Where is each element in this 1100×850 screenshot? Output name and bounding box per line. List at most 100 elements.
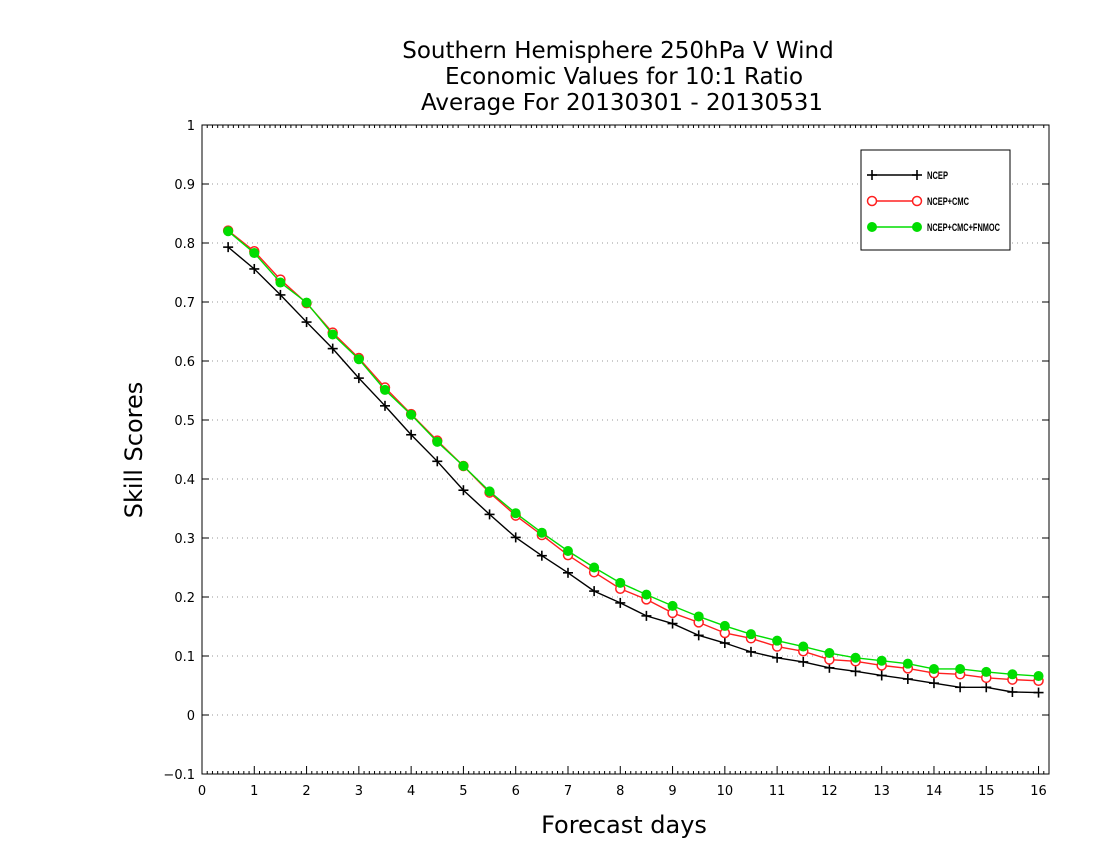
data-point — [327, 329, 338, 340]
x-tick-label: 6 — [512, 784, 520, 799]
legend-entry: NCEP — [867, 170, 948, 182]
plot-frame — [201, 124, 1050, 775]
x-axis-label: Forecast days — [541, 811, 707, 839]
legend-marker — [912, 222, 922, 232]
data-point — [1033, 671, 1044, 682]
data-point — [745, 629, 756, 640]
data-point — [667, 618, 678, 629]
data-point — [798, 656, 809, 667]
data-point — [406, 429, 417, 440]
title-line-1: Southern Hemisphere 250hPa V Wind — [402, 38, 833, 64]
data-point — [510, 508, 521, 519]
y-axis-label: Skill Scores — [120, 382, 148, 519]
y-tick-label: 1 — [187, 119, 195, 134]
data-point — [484, 486, 495, 497]
legend-entry: NCEP+CMC+FNMOC — [867, 222, 1000, 234]
data-point — [693, 630, 704, 641]
data-point — [641, 610, 652, 621]
series-ncep-cmc-fnmoc — [223, 226, 1044, 682]
data-point — [955, 663, 966, 674]
y-tick-label: 0.2 — [174, 591, 195, 606]
data-point — [353, 354, 364, 365]
data-point — [824, 648, 835, 659]
legend-marker — [867, 222, 877, 232]
data-point — [249, 248, 260, 259]
y-tick-label: −0.1 — [163, 768, 195, 783]
x-tick-label: 13 — [873, 784, 890, 799]
data-point — [484, 509, 495, 520]
x-tick-label: 5 — [459, 784, 467, 799]
data-point — [458, 485, 469, 496]
x-tick-label: 3 — [355, 784, 363, 799]
data-point — [1033, 687, 1044, 698]
data-point — [301, 297, 312, 308]
title-line-3: Average For 20130301 - 20130531 — [421, 90, 823, 116]
data-point — [589, 586, 600, 597]
data-point — [379, 384, 390, 395]
legend-marker — [911, 195, 923, 207]
data-point — [876, 655, 887, 666]
x-tick-label: 16 — [1030, 784, 1047, 799]
legend-label: NCEP+CMC — [927, 196, 969, 208]
x-tick-label: 1 — [250, 784, 258, 799]
x-tick-label: 7 — [564, 784, 572, 799]
series-line — [227, 230, 1039, 682]
data-point — [223, 242, 234, 253]
data-point — [562, 545, 573, 556]
y-tick-label: 0.7 — [174, 296, 195, 311]
y-tick-label: 0.4 — [174, 473, 195, 488]
legend: NCEP NCEP+CMC NCEP+CMC+FNMOC — [860, 149, 1011, 251]
data-point — [562, 567, 573, 578]
data-point — [876, 670, 887, 681]
data-point — [772, 652, 783, 663]
y-tick-label: 0.5 — [174, 414, 195, 429]
x-tick-label: 4 — [407, 784, 415, 799]
data-point — [719, 638, 730, 649]
data-point — [798, 641, 809, 652]
data-point — [667, 600, 678, 611]
legend-marker — [867, 170, 877, 180]
legend-marker — [912, 170, 922, 180]
data-point — [249, 263, 260, 274]
series-ncep — [223, 242, 1044, 698]
legend-box — [860, 149, 1011, 251]
data-point — [615, 577, 626, 588]
data-point — [981, 682, 992, 693]
data-point — [928, 678, 939, 689]
y-tick-label: 0.9 — [174, 178, 195, 193]
series-line — [227, 246, 1039, 694]
data-point — [850, 666, 861, 677]
data-point — [536, 550, 547, 561]
data-point — [432, 436, 443, 447]
data-point — [615, 597, 626, 608]
series-layer — [222, 225, 1044, 698]
x-tick-label: 9 — [668, 784, 676, 799]
data-point — [641, 589, 652, 600]
chart-title: Southern Hemisphere 250hPa V Wind Econom… — [402, 38, 833, 116]
data-point — [928, 663, 939, 674]
data-point — [902, 658, 913, 669]
data-point — [353, 373, 364, 384]
data-point — [693, 611, 704, 622]
data-point — [589, 562, 600, 573]
x-tick-label: 10 — [717, 784, 734, 799]
data-point — [955, 682, 966, 693]
data-point — [772, 635, 783, 646]
x-tick-label: 15 — [978, 784, 995, 799]
y-tick-label: 0 — [187, 709, 195, 724]
y-tick-label: 0.3 — [174, 532, 195, 547]
data-point — [327, 343, 338, 354]
data-point — [745, 646, 756, 657]
data-point — [223, 226, 234, 237]
data-point — [510, 532, 521, 543]
data-point — [536, 527, 547, 538]
data-point — [1007, 686, 1018, 697]
legend-marker — [866, 195, 878, 207]
legend-entry: NCEP+CMC — [866, 195, 969, 208]
data-point — [719, 620, 730, 631]
x-tick-label: 0 — [198, 784, 206, 799]
data-point — [981, 666, 992, 677]
data-point — [1007, 669, 1018, 680]
data-point — [902, 674, 913, 685]
